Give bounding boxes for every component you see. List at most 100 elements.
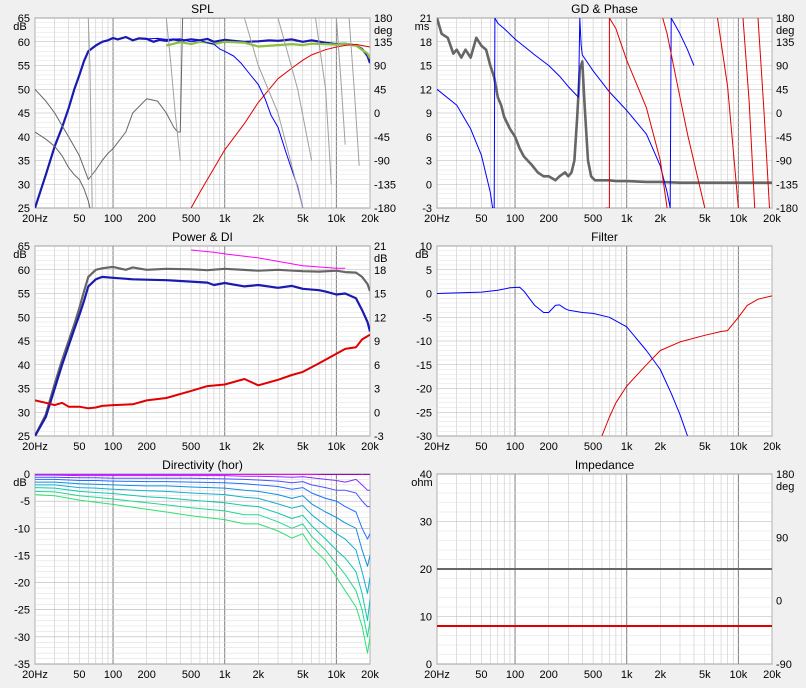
x-tick-label: 100: [506, 669, 524, 681]
panel-4: Directivity (hor) 0 -5 -10 -15 -20 -25 -30 -35 dB…: [13, 458, 379, 681]
y-tick-label: 40: [420, 469, 432, 481]
y-tick-label: 45: [18, 108, 30, 120]
series-line-1: [35, 275, 370, 436]
y-tick-label: -10: [14, 523, 30, 535]
x-tick-label: 5k: [297, 669, 309, 681]
y-tick-label: 55: [18, 61, 30, 73]
series-line-3: [35, 476, 370, 508]
series-group: [35, 249, 370, 436]
y2-tick-label: 180: [776, 13, 794, 25]
y2-tick-label: 21: [374, 241, 386, 253]
y2-tick-label: 45: [374, 84, 386, 96]
x-tick-label: 200: [539, 213, 557, 225]
x-tick-label: 100: [506, 213, 524, 225]
y2-tick-label: -45: [374, 132, 390, 144]
y-tick-label: -35: [14, 659, 30, 671]
y2-tick-label: 3: [374, 384, 380, 396]
y-tick-label: 35: [18, 384, 30, 396]
x-tick-label: 1k: [621, 441, 633, 453]
y2-tick-label: 135: [374, 37, 392, 49]
x-tick-label: 5k: [297, 441, 309, 453]
x-tick-label: 2k: [655, 669, 667, 681]
y-tick-label: 0: [426, 659, 432, 671]
series-line-6: [757, 18, 770, 208]
y-tick-label: -3: [422, 203, 432, 215]
y2-tick-label: -135: [776, 179, 798, 191]
x-tick-label: 50: [475, 441, 487, 453]
x-tick-label: 1k: [621, 669, 633, 681]
series-line-0: [437, 18, 772, 184]
y-tick-label: 3: [426, 156, 432, 168]
y-tick-label: 10: [420, 241, 432, 253]
series-line-10: [315, 18, 332, 185]
y-tick-label: -5: [422, 312, 432, 324]
x-tick-label: 10k: [730, 669, 748, 681]
y2-axis-unit: dB: [374, 253, 387, 265]
x-tick-label: 10k: [328, 669, 346, 681]
y-tick-label: 6: [426, 132, 432, 144]
y2-tick-label: 180: [374, 13, 392, 25]
x-tick-label: 5k: [699, 213, 711, 225]
x-tick-label: 200: [539, 669, 557, 681]
x-tick-label: 50: [475, 213, 487, 225]
y-tick-label: 0: [426, 179, 432, 191]
y-tick-label: 35: [18, 156, 30, 168]
y2-tick-label: 0: [776, 108, 782, 120]
y-tick-label: 25: [18, 203, 30, 215]
y2-tick-label: 90: [776, 61, 788, 73]
y2-tick-label: -3: [374, 431, 384, 443]
x-tick-label: 20k: [361, 441, 379, 453]
y-tick-label: 30: [420, 517, 432, 529]
x-tick-label: 200: [137, 669, 155, 681]
x-tick-label: 200: [137, 213, 155, 225]
x-tick-label: 10k: [730, 441, 748, 453]
x-tick-label: 50: [475, 669, 487, 681]
series-group: [35, 18, 370, 208]
series-group: [437, 18, 772, 208]
series-line-1: [437, 18, 695, 208]
y-axis-unit: dB: [415, 249, 428, 261]
y2-tick-label: -90: [374, 156, 390, 168]
series-line-5: [35, 481, 370, 567]
y2-tick-label: 0: [374, 407, 380, 419]
y-tick-label: -10: [416, 336, 432, 348]
x-tick-label: 10k: [328, 213, 346, 225]
y-axis-unit: ms: [415, 21, 430, 33]
x-tick-label: 200: [137, 441, 155, 453]
y-tick-label: 10: [420, 612, 432, 624]
y2-axis-unit: deg: [776, 25, 794, 37]
y-tick-label: 15: [420, 61, 432, 73]
x-tick-label: 20Hz: [424, 441, 450, 453]
y2-tick-label: 18: [374, 265, 386, 277]
y-axis-unit: dB: [13, 477, 26, 489]
chart-title: Impedance: [575, 458, 635, 472]
series-line-2: [35, 131, 91, 208]
x-tick-label: 500: [182, 213, 200, 225]
series-line-7: [35, 487, 370, 622]
series-line-11: [335, 18, 346, 145]
chart-title: Filter: [591, 230, 618, 244]
x-tick-label: 5k: [297, 213, 309, 225]
series-line-4: [717, 18, 739, 208]
y2-tick-label: -45: [776, 132, 792, 144]
x-tick-label: 500: [182, 669, 200, 681]
x-tick-label: 20Hz: [424, 669, 450, 681]
series-line-2: [35, 474, 370, 491]
y-axis-unit: dB: [13, 21, 26, 33]
x-tick-label: 50: [73, 669, 85, 681]
y-tick-label: 0: [426, 289, 432, 301]
y-axis-unit: ohm: [411, 477, 432, 489]
y-tick-label: 65: [18, 13, 30, 25]
series-line-4: [35, 478, 370, 540]
y-tick-label: 9: [426, 108, 432, 120]
y-tick-label: 21: [420, 13, 432, 25]
y-tick-label: 0: [24, 469, 30, 481]
series-line-1: [601, 295, 772, 436]
series-line-9: [277, 18, 313, 161]
plot-area: [34, 473, 371, 665]
x-tick-label: 100: [506, 441, 524, 453]
y-tick-label: 20: [420, 564, 432, 576]
x-tick-label: 10k: [730, 213, 748, 225]
